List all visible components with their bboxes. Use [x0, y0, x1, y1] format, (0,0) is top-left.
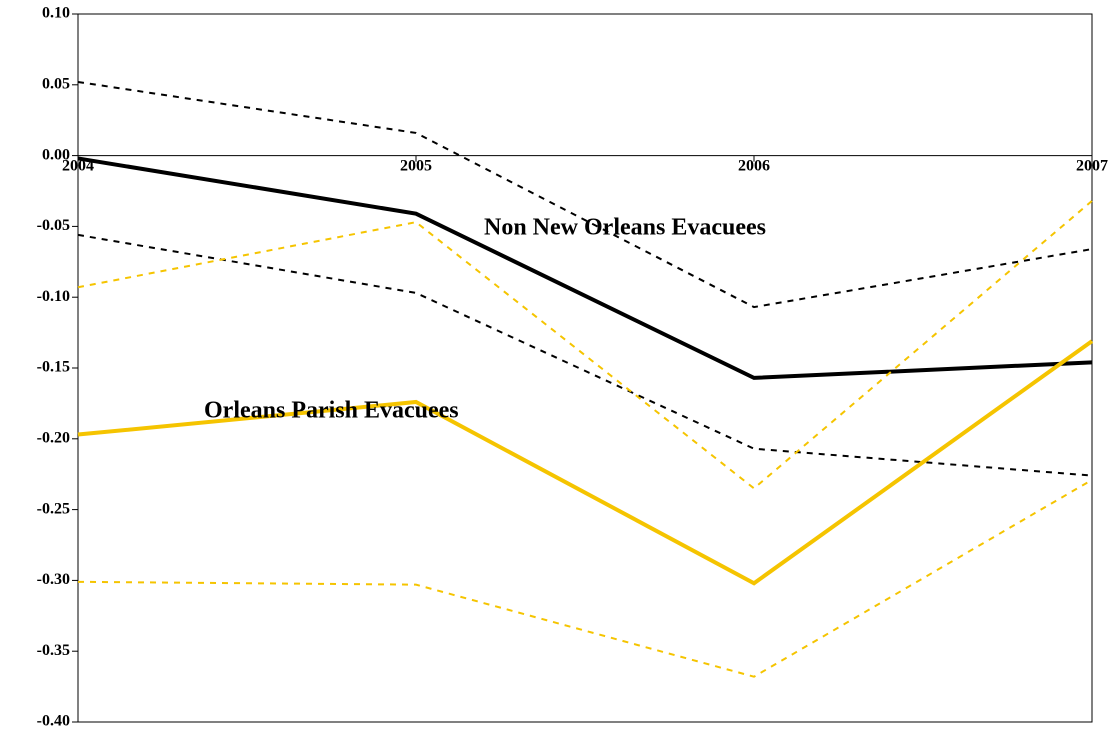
y-tick-label: -0.10: [37, 288, 70, 305]
x-tick-label: 2005: [400, 157, 432, 174]
y-tick-label: -0.05: [37, 217, 70, 234]
dashed-line: [77, 200, 1093, 490]
y-tick-label: 0.10: [42, 5, 70, 22]
x-tick-label: 2007: [1076, 157, 1108, 174]
annotation: Non New Orleans Evacuees: [484, 215, 766, 241]
dashed-line: [77, 233, 1093, 477]
series-line: [77, 156, 1093, 380]
y-tick-label: -0.25: [37, 500, 70, 517]
y-tick-label: -0.15: [37, 359, 70, 376]
y-tick-label: -0.30: [37, 571, 70, 588]
y-tick-label: 0.00: [42, 146, 70, 163]
y-tick-label: -0.40: [37, 713, 70, 730]
y-tick-label: -0.35: [37, 642, 70, 659]
x-tick-label: 2006: [738, 157, 770, 174]
y-tick-label: 0.05: [42, 75, 70, 92]
series-line: [77, 339, 1094, 586]
y-tick-label: -0.20: [37, 429, 70, 446]
dashed-line: [77, 80, 1093, 309]
annotation: Orleans Parish Evacuees: [204, 398, 459, 424]
dashed-line: [77, 478, 1093, 678]
